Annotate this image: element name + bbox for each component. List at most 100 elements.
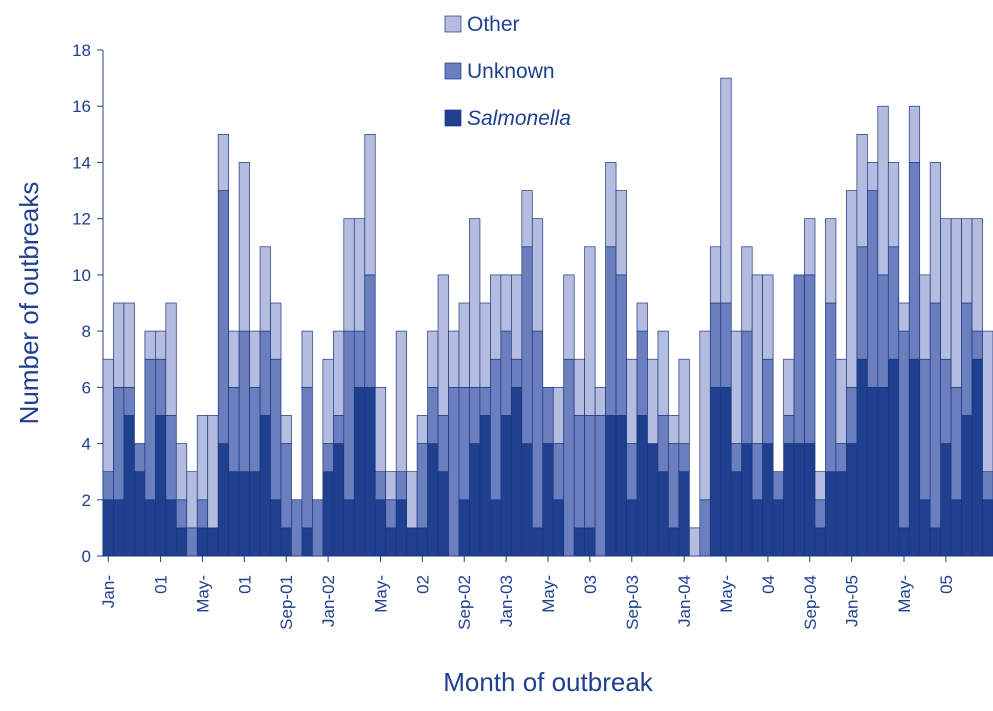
bar-segment (971, 330, 983, 360)
bar-segment (353, 218, 366, 332)
bar-segment (720, 302, 732, 388)
bar-segment (929, 162, 941, 304)
x-tick-label: 04 (759, 575, 778, 594)
bar-segment (772, 471, 784, 501)
bar-segment (751, 499, 763, 557)
bar-segment (804, 274, 816, 444)
x-tick-label: Jan-05 (843, 575, 862, 627)
bar-segment (448, 330, 460, 388)
bar-segment (657, 330, 669, 416)
bar-segment (573, 415, 585, 529)
bar-segment (144, 358, 156, 501)
bar-segment (552, 386, 565, 444)
x-tick-label: 03 (581, 575, 600, 594)
bar-segment (898, 330, 910, 529)
bar-segment (322, 358, 334, 444)
x-tick-label: Jan-04 (675, 575, 694, 627)
bar-segment (919, 358, 931, 501)
bar-segment (762, 274, 774, 360)
bar-segment (971, 358, 983, 557)
legend-swatch (444, 15, 462, 33)
bar-segment (940, 358, 952, 444)
bar-segment (427, 386, 439, 444)
x-tick-label: May- (371, 575, 390, 613)
bar-segment (364, 133, 376, 276)
bar-segment (825, 471, 837, 557)
bar-segment (615, 190, 627, 276)
bar-segment (406, 471, 418, 529)
bar-segment (846, 443, 858, 557)
bar-segment (647, 358, 659, 444)
bar-segment (186, 527, 198, 557)
bar-segment (490, 499, 502, 557)
bar-segment (867, 162, 879, 191)
bar-segment (385, 527, 397, 557)
bar-segment (374, 499, 387, 557)
bar-segment (469, 218, 481, 388)
y-tick-label: 2 (82, 491, 91, 510)
bar-segment (291, 499, 303, 557)
bar-segment (238, 330, 250, 473)
bar-segment (647, 443, 659, 557)
bar-segment (102, 358, 114, 473)
bar-segment (720, 77, 732, 304)
x-tick-label: 05 (937, 575, 956, 594)
x-tick-label: Sep-04 (801, 575, 820, 630)
bar-segment (217, 133, 229, 191)
bar-segment (165, 499, 177, 557)
bar-segment (887, 246, 900, 360)
bar-segment (982, 471, 993, 501)
bar-segment (940, 443, 952, 557)
bar-segment (626, 443, 638, 501)
bar-segment (636, 330, 648, 416)
bar-segment (113, 302, 125, 388)
bar-segment (594, 415, 606, 557)
bar-segment (280, 443, 292, 529)
bar-segment (940, 218, 952, 360)
bar-segment (490, 274, 502, 360)
bar-segment (155, 358, 167, 416)
x-tick-label: May- (717, 575, 736, 613)
bar-segment (950, 386, 962, 501)
bar-segment (270, 302, 282, 360)
bar-segment (500, 330, 512, 416)
bar-segment (615, 274, 627, 416)
bar-segment (437, 415, 449, 473)
x-tick-label: Jan-03 (497, 575, 516, 627)
bar-segment (416, 415, 428, 444)
y-tick-label: 14 (72, 153, 91, 172)
bar-segment (155, 330, 167, 360)
bar-segment (144, 330, 156, 360)
bar-segment (636, 415, 648, 557)
bar-segment (469, 443, 481, 557)
bar-segment (333, 415, 345, 444)
bar-segment (563, 274, 575, 360)
bar-segment (500, 274, 512, 332)
bar-segment (123, 415, 135, 557)
bar-segment (877, 386, 889, 557)
bar-segment (898, 302, 910, 332)
legend-label: Salmonella (467, 107, 571, 130)
bar-segment (374, 386, 387, 473)
bar-segment (751, 274, 763, 444)
y-tick-label: 8 (82, 322, 91, 341)
y-tick-label: 0 (82, 547, 91, 566)
y-tick-label: 10 (72, 266, 91, 285)
bar-segment (699, 499, 711, 557)
x-tick-label: May- (895, 575, 914, 613)
bar-segment (825, 302, 837, 473)
bar-segment (437, 471, 449, 557)
bar-segment (741, 330, 753, 444)
legend-swatch (444, 62, 462, 80)
bar-segment (751, 443, 763, 501)
bar-segment (961, 302, 973, 416)
bar-segment (668, 527, 680, 557)
bar-segment (280, 415, 292, 444)
bar-segment (217, 190, 229, 444)
bar-segment (626, 358, 638, 444)
bar-segment (458, 499, 470, 557)
bar-segment (783, 443, 795, 557)
bar-segment (730, 471, 743, 557)
bar-segment (259, 415, 271, 557)
